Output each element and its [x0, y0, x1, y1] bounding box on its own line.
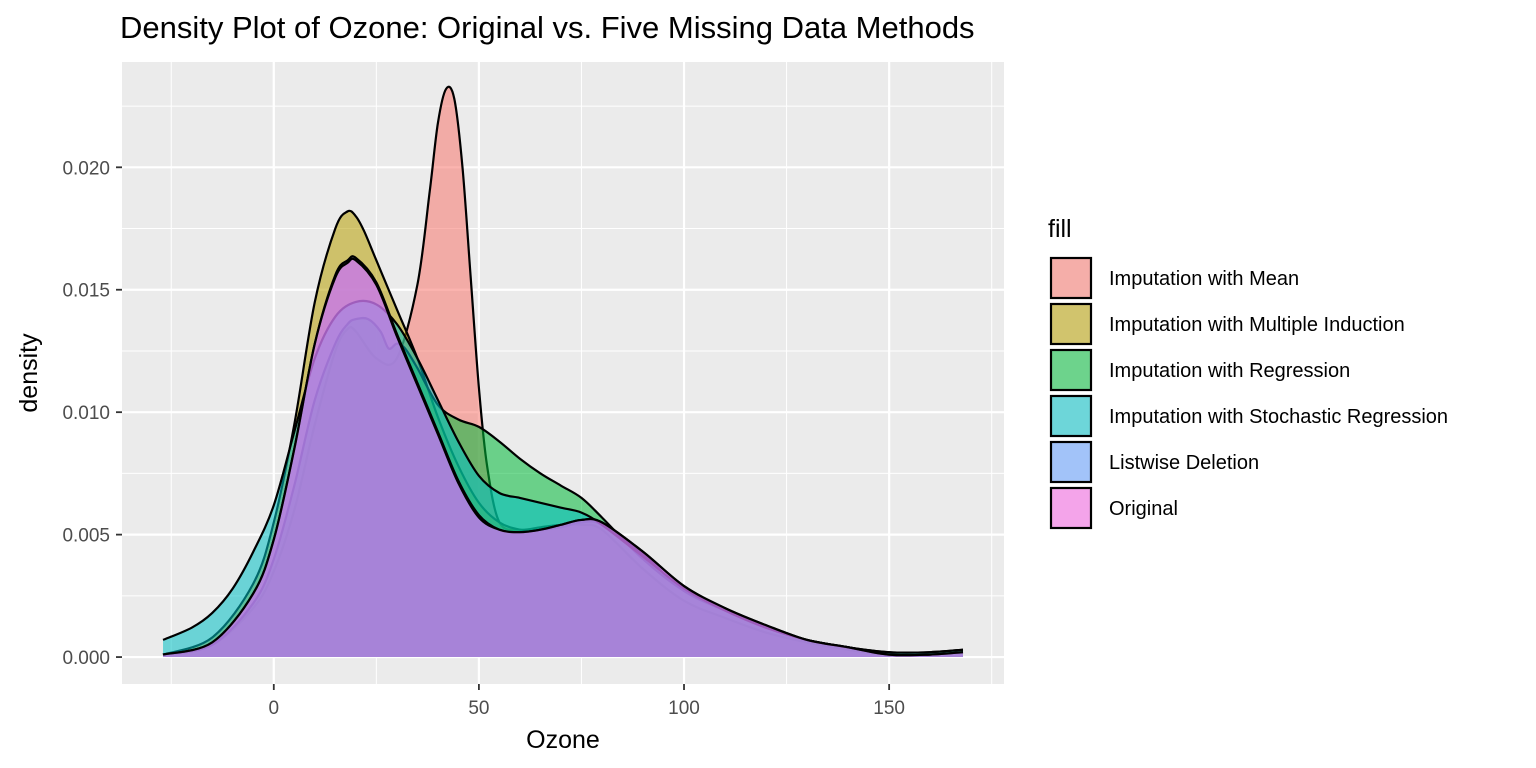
legend-key-imputation-with-regression [1049, 348, 1093, 392]
y-tick-label: 0.020 [62, 158, 110, 179]
x-tick-label: 50 [468, 698, 489, 719]
chart-title: Density Plot of Ozone: Original vs. Five… [120, 10, 975, 45]
legend-key-imputation-with-stochastic-regression [1049, 394, 1093, 438]
y-axis: 0.000 0.005 0.010 0.015 0.020 [62, 158, 122, 669]
y-axis-title: density [15, 333, 43, 413]
legend-label-original: Original [1109, 498, 1178, 520]
legend-key-original [1049, 486, 1093, 530]
density-area-original [163, 258, 963, 658]
legend-label-listwise-deletion: Listwise Deletion [1109, 452, 1259, 474]
x-tick-label: 100 [668, 698, 700, 719]
y-tick-label: 0.015 [62, 281, 110, 302]
legend-label-imputation-with-stochastic-regression: Imputation with Stochastic Regression [1109, 406, 1448, 428]
x-axis-title: Ozone [526, 726, 600, 754]
legend-title: fill [1048, 215, 1072, 243]
legend-items: Imputation with Mean Imputation with Mult… [1049, 256, 1448, 530]
y-tick-label: 0.005 [62, 526, 110, 547]
x-tick-label: 0 [268, 698, 279, 719]
x-axis: 0 50 100 150 [268, 684, 905, 719]
legend-key-listwise-deletion [1049, 440, 1093, 484]
x-tick-label: 150 [873, 698, 905, 719]
y-tick-label: 0.000 [62, 648, 110, 669]
density-line-original [162, 257, 964, 657]
legend-label-imputation-with-multiple-induction: Imputation with Multiple Induction [1109, 314, 1405, 336]
legend-label-imputation-with-mean: Imputation with Mean [1109, 268, 1299, 290]
legend-label-imputation-with-regression: Imputation with Regression [1109, 360, 1350, 382]
y-tick-label: 0.010 [62, 403, 110, 424]
density-areas [162, 85, 964, 658]
legend-key-imputation-with-multiple-induction [1049, 302, 1093, 346]
legend-key-imputation-with-mean [1049, 256, 1093, 300]
